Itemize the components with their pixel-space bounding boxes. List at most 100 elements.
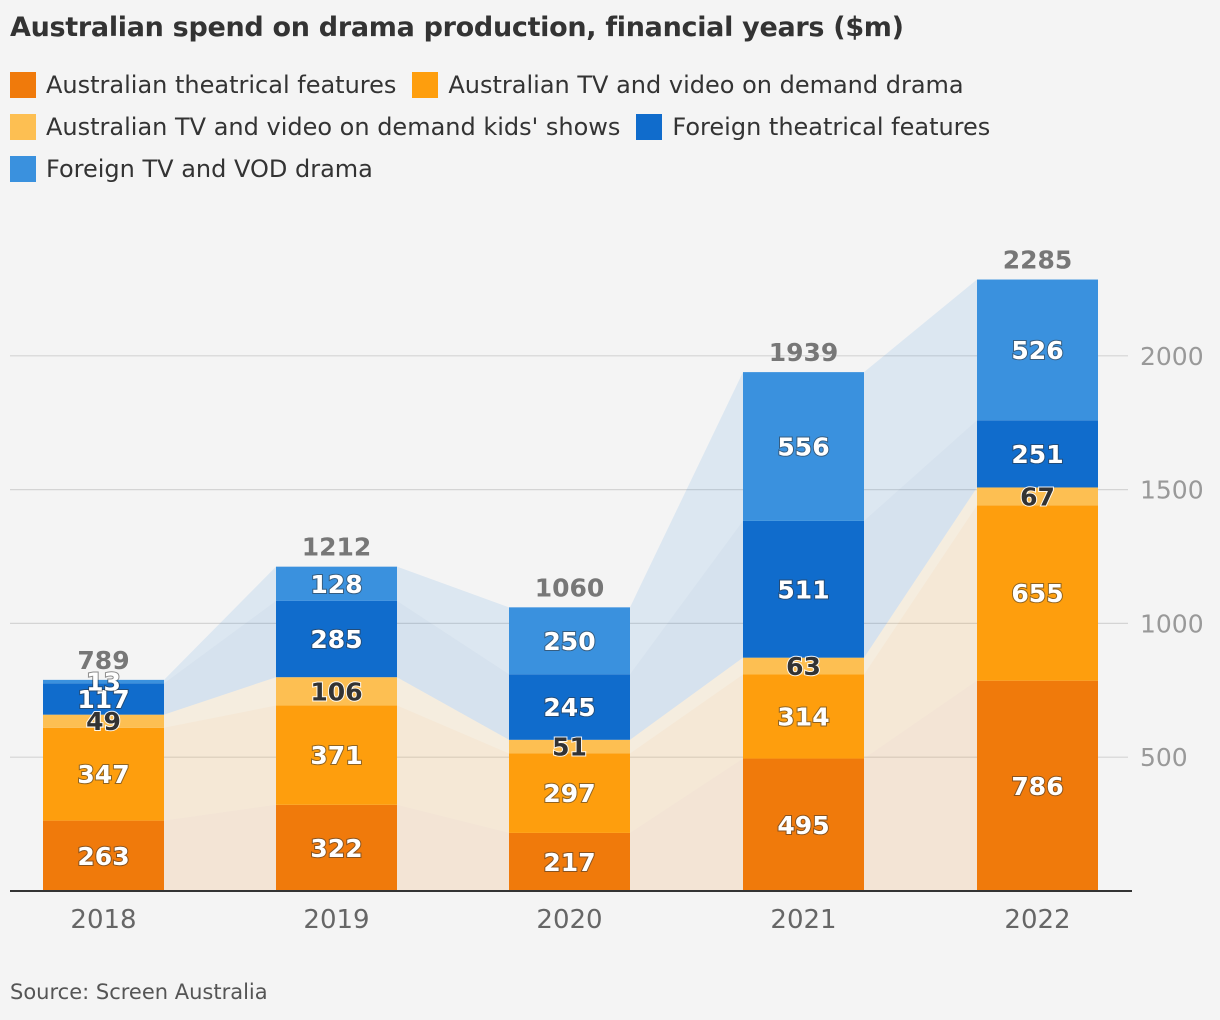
- data-label: 322: [310, 834, 362, 863]
- data-label: 63: [786, 652, 821, 681]
- data-label: 371: [310, 741, 362, 770]
- connector-areas: [164, 279, 977, 891]
- total-label: 1060: [535, 573, 605, 602]
- legend-item: Foreign theatrical features: [636, 112, 990, 142]
- x-tick-label: 2021: [770, 905, 836, 935]
- bar-segment: [43, 727, 164, 821]
- connector-area: [864, 680, 977, 891]
- data-label: 263: [77, 842, 129, 871]
- data-label: 526: [1011, 336, 1063, 365]
- data-label: 251: [1011, 440, 1063, 469]
- bar-segment: [977, 420, 1098, 488]
- bar-segment: [977, 680, 1098, 891]
- legend-label: Australian TV and video on demand kids' …: [46, 113, 621, 141]
- y-tick-label: 1000: [1140, 609, 1204, 638]
- x-tick-label: 2018: [70, 905, 136, 935]
- data-label: 285: [310, 625, 362, 654]
- data-label: 128: [310, 570, 362, 599]
- source-note: Source: Screen Australia: [10, 980, 268, 1004]
- bar-segment: [509, 753, 630, 833]
- connector-area: [630, 657, 743, 754]
- legend-swatch: [412, 72, 439, 98]
- stacked-bar-chart: 500 1000 1500 2000 263 322 217 495 786 347 371 297 3…: [10, 246, 1204, 935]
- bar-segment: [509, 607, 630, 675]
- connector-area: [630, 372, 743, 675]
- legend-label: Foreign theatrical features: [672, 113, 991, 141]
- connector-area: [864, 505, 977, 759]
- y-tick-label: 2000: [1140, 342, 1204, 371]
- connector-area: [164, 804, 276, 891]
- legend-swatch: [10, 72, 36, 98]
- data-label: 13: [86, 668, 121, 697]
- bar-segment: [509, 832, 630, 891]
- data-label: 117: [77, 685, 129, 714]
- data-label: 217: [543, 848, 595, 877]
- data-label: 495: [777, 811, 829, 840]
- legend-item: Foreign TV and VOD drama: [10, 154, 373, 184]
- total-label: 1939: [769, 338, 839, 367]
- legend-swatch: [10, 156, 36, 182]
- bar-segment: [276, 804, 397, 891]
- data-label: 250: [543, 627, 595, 656]
- bar-segment: [743, 372, 864, 521]
- connector-area: [864, 420, 977, 658]
- data-label: 556: [777, 433, 829, 462]
- connector-area: [630, 758, 743, 891]
- bar-segment: [43, 714, 164, 728]
- bar-segment: [743, 674, 864, 759]
- legend-item: Australian TV and video on demand drama: [412, 70, 964, 100]
- connector-area: [397, 677, 509, 754]
- data-label: 655: [1011, 579, 1063, 608]
- legend-label: Australian TV and video on demand drama: [448, 71, 964, 99]
- bar-segment: [743, 657, 864, 675]
- connector-area: [397, 804, 509, 891]
- bar-segment: [743, 758, 864, 891]
- y-tick-label: 1500: [1140, 476, 1204, 505]
- bar-segment: [276, 600, 397, 678]
- bar-segment: [977, 487, 1098, 506]
- bar-segment: [977, 505, 1098, 681]
- bar-segment: [43, 820, 164, 891]
- x-tick-label: 2020: [536, 905, 602, 935]
- data-label: 314: [777, 703, 829, 732]
- legend-label: Foreign TV and VOD drama: [46, 155, 373, 183]
- bar-segment: [509, 739, 630, 754]
- connector-area: [864, 279, 977, 521]
- connector-area: [630, 674, 743, 833]
- legend-item: Australian theatrical features: [10, 70, 396, 100]
- data-label: 245: [543, 693, 595, 722]
- bar-segment: [509, 674, 630, 740]
- data-label: 786: [1011, 772, 1063, 801]
- connector-area: [864, 487, 977, 675]
- connector-area: [397, 705, 509, 833]
- data-label: 51: [552, 733, 587, 762]
- total-label: 789: [77, 646, 129, 675]
- connector-area: [164, 677, 276, 728]
- data-label: 49: [86, 707, 121, 736]
- bar-segment: [276, 566, 397, 601]
- connector-area: [164, 600, 276, 715]
- bar-segment: [43, 679, 164, 684]
- data-label: 511: [777, 575, 829, 604]
- data-label: 106: [310, 677, 362, 706]
- chart-title: Australian spend on drama production, fi…: [10, 12, 904, 43]
- legend-item: Australian TV and video on demand kids' …: [10, 112, 620, 142]
- legend-swatch: [636, 114, 663, 140]
- connector-area: [630, 520, 743, 740]
- legend-swatch: [10, 114, 36, 140]
- connector-area: [397, 600, 509, 740]
- bar-segment: [276, 677, 397, 706]
- data-label: 347: [77, 760, 129, 789]
- data-label: 67: [1020, 482, 1055, 511]
- bar-segment: [977, 279, 1098, 421]
- total-label: 1212: [302, 533, 372, 562]
- bar-segment: [43, 683, 164, 715]
- legend-label: Australian theatrical features: [46, 71, 397, 99]
- total-label: 2285: [1003, 246, 1073, 275]
- x-tick-label: 2019: [303, 905, 369, 935]
- data-label: 297: [543, 779, 595, 808]
- connector-area: [397, 566, 509, 675]
- connector-area: [164, 705, 276, 821]
- connector-area: [164, 566, 276, 684]
- bar-segment: [743, 520, 864, 658]
